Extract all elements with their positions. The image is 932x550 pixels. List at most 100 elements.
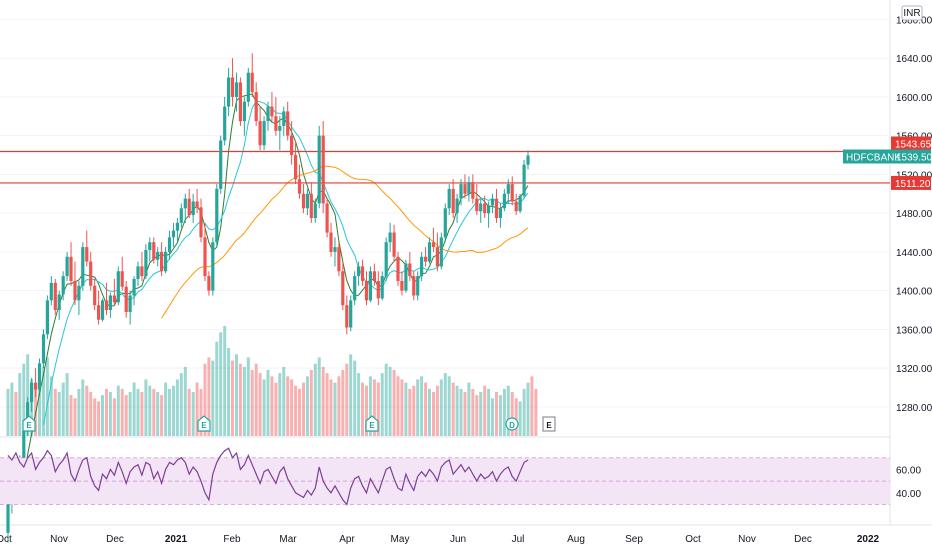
volume-bar-104 [416, 379, 420, 436]
event-marker-4[interactable]: E [542, 416, 556, 432]
volume-bar-96 [384, 363, 388, 436]
event-marker-1[interactable]: E [197, 415, 211, 432]
grid-lines [0, 18, 890, 408]
candle-body-84 [337, 247, 341, 272]
volume-bar-120 [479, 392, 483, 436]
earnings-icon [197, 415, 211, 432]
event-marker-2[interactable]: E [365, 415, 379, 432]
earnings-upcoming-icon [542, 416, 556, 432]
price-tick-label: 1280.00 [896, 403, 932, 414]
event-label: E [369, 421, 375, 430]
candle-body-54 [219, 140, 223, 189]
price-tick-label: 1400.00 [896, 287, 932, 298]
candle-body-67 [270, 106, 274, 117]
event-marker-0[interactable]: E [22, 415, 36, 432]
volume-bar-81 [325, 373, 329, 436]
volume-bar-71 [286, 376, 290, 436]
volume-bar-56 [227, 348, 231, 436]
candle-body-118 [471, 182, 475, 199]
candle-body-85 [341, 271, 345, 306]
candle-body-10 [45, 300, 49, 335]
candle-body-30 [124, 286, 128, 312]
volume-bar-49 [199, 388, 203, 436]
candle-body-20 [85, 247, 89, 262]
time-tick-label: Dec [106, 534, 124, 545]
volume-bar-85 [341, 370, 345, 436]
candle-body-66 [266, 106, 270, 122]
candle-body-41 [167, 237, 172, 252]
candle-body-110 [439, 237, 443, 267]
volume-bar-55 [223, 326, 227, 436]
candle-body-64 [258, 121, 262, 146]
ma-long-line [161, 165, 529, 319]
volume-bar-118 [471, 388, 475, 436]
candle-body-77 [309, 193, 313, 218]
candle-body-131 [522, 164, 526, 196]
time-tick-label: Aug [567, 534, 585, 545]
candle-body-124 [494, 198, 499, 218]
volume-bar-27 [112, 398, 116, 436]
volume-bar-2 [14, 392, 18, 436]
candle-body-45 [183, 198, 187, 209]
volume-bar-16 [69, 395, 73, 436]
candle-body-87 [349, 300, 353, 328]
candle-body-57 [230, 77, 235, 97]
currency-badge[interactable]: INR [901, 5, 923, 21]
volume-bar-106 [424, 382, 428, 436]
candle-body-52 [211, 242, 215, 291]
candle-body-113 [451, 188, 455, 214]
candle-body-26 [108, 295, 112, 310]
volume-bar-134 [534, 388, 538, 436]
volume-bar-31 [128, 392, 132, 436]
candle-body-12 [53, 282, 57, 310]
volume-bar-116 [463, 392, 467, 436]
volume-bar-57 [231, 360, 234, 436]
price-tick-label: 1680.00 [896, 15, 932, 26]
candle-body-68 [274, 116, 278, 131]
time-axis[interactable]: Oct Nov Dec 2021 Feb Mar Apr May Jun Jul Aug Sep Oct… [0, 534, 880, 545]
volume-bar-45 [183, 366, 187, 436]
candle-body-119 [475, 198, 479, 212]
volume-bar-72 [290, 379, 294, 436]
candle-body-4 [22, 431, 26, 461]
candle-body-78 [313, 203, 317, 218]
candle-body-50 [203, 237, 207, 277]
volume-bar-22 [93, 398, 97, 436]
candle-body-127 [506, 184, 510, 194]
volume-bar-110 [439, 379, 443, 436]
volume-bar-77 [309, 370, 313, 436]
price-tick-label: 1640.00 [896, 54, 932, 65]
candle-body-23 [97, 305, 101, 320]
candle-body-73 [294, 155, 298, 180]
volume-bar-73 [294, 385, 298, 436]
volume-bar-4 [22, 363, 26, 436]
volume-bar-43 [175, 379, 179, 436]
time-tick-label: Feb [223, 534, 241, 545]
candle-body-36 [148, 242, 152, 250]
volume-bar-21 [89, 392, 93, 436]
price-tag-support-box [891, 175, 931, 190]
candle-body-61 [246, 72, 250, 102]
volume-bar-20 [85, 385, 89, 436]
candle-body-71 [286, 111, 290, 136]
volume-bar-132 [526, 382, 530, 436]
candle-body-76 [305, 193, 309, 209]
price-tag-top: 1543.65 [891, 136, 932, 151]
volume-bar-94 [376, 382, 380, 436]
price-tick-label: 1480.00 [896, 209, 932, 220]
volume-bar-59 [238, 363, 242, 436]
horizontal-levels[interactable] [0, 150, 890, 184]
volume-bar-46 [187, 388, 191, 436]
candle-body-117 [467, 182, 471, 194]
time-tick-label: 2022 [857, 534, 880, 545]
candle-body-35 [144, 250, 148, 277]
candle-body-90 [360, 266, 365, 281]
volume-bar-28 [116, 385, 120, 436]
last-price-box [843, 149, 931, 164]
candle-body-25 [104, 300, 109, 311]
price-tag-top-box [891, 136, 931, 151]
candle-body-103 [412, 276, 416, 296]
event-marker-3[interactable]: D [505, 417, 519, 431]
